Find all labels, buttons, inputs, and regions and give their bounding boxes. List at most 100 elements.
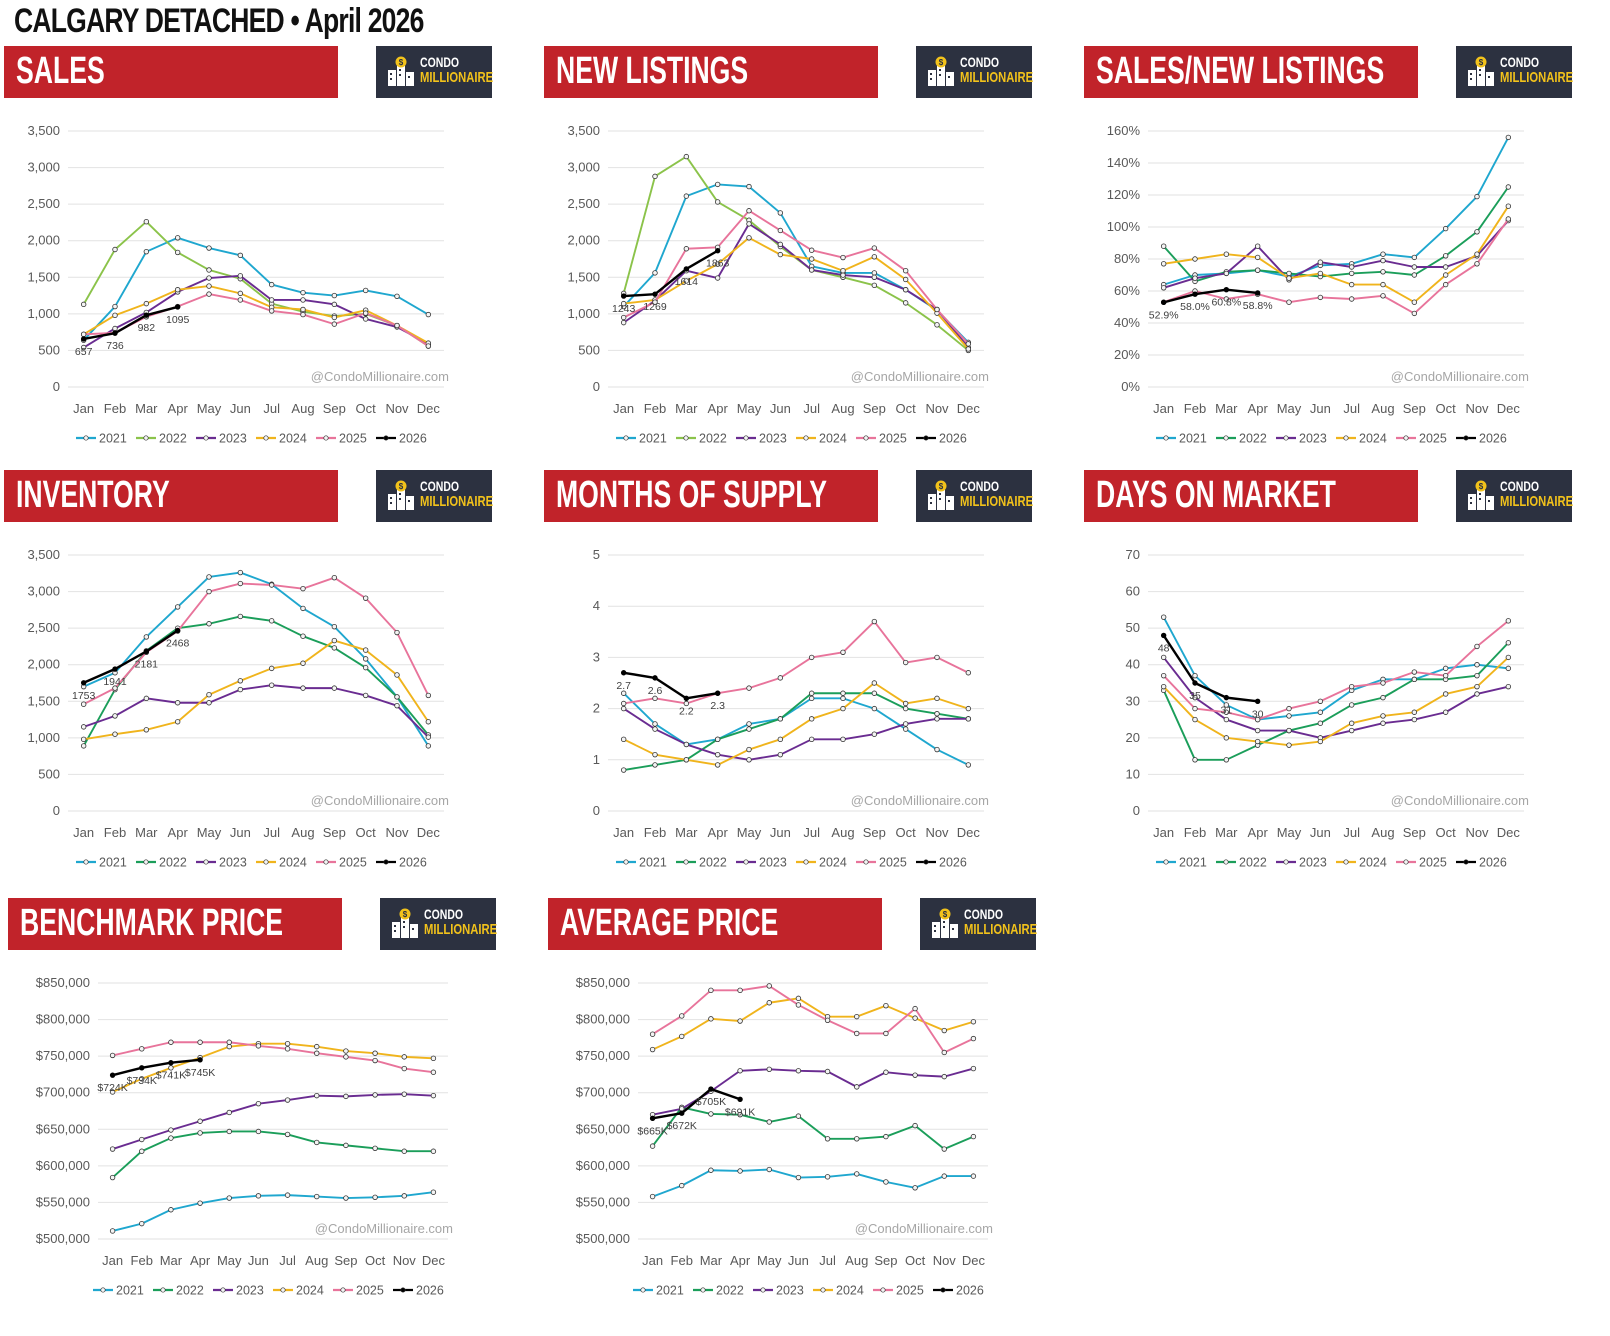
data-point-2023	[871, 274, 878, 280]
buildings-icon: $	[388, 56, 414, 86]
data-point-2025	[1411, 669, 1418, 675]
data-point-2025	[1505, 618, 1512, 624]
data-point-2025	[620, 700, 627, 707]
data-point-2025	[840, 649, 846, 655]
data-point-2024	[343, 1048, 349, 1054]
legend-label-2023: 2023	[776, 1284, 804, 1298]
y-tick-label: 1,000	[27, 730, 60, 745]
data-point-2026	[1160, 632, 1167, 639]
data-point-2025	[1160, 672, 1167, 679]
legend-label-2025: 2025	[879, 432, 907, 446]
y-tick-label: 3,500	[27, 547, 60, 562]
x-tick-label: Sep	[323, 401, 346, 416]
x-tick-label: Jul	[279, 1253, 296, 1268]
panel-sales: SALES $ CONDO MILLIONAIRE 0 500 1,000 1,500 2,00…	[4, 46, 544, 476]
data-point-2025	[1348, 683, 1355, 690]
data-label: 1941	[103, 676, 127, 688]
data-point-2024	[840, 705, 846, 712]
x-tick-label: Jan	[102, 1253, 123, 1268]
data-label: 30	[1252, 708, 1264, 720]
legend-marker	[1223, 859, 1229, 865]
data-point-2024	[300, 306, 306, 313]
data-point-2022	[871, 690, 878, 696]
data-point-2024	[965, 346, 972, 352]
brand-line2: MILLIONAIRE	[420, 493, 494, 510]
data-point-2023	[80, 724, 87, 730]
legend-marker	[143, 435, 149, 441]
panel-days-on-market: DAYS ON MARKET $ CONDO MILLIONAIRE 0 10 20 30 40…	[1084, 470, 1610, 900]
legend-marker	[820, 1287, 826, 1293]
y-tick-label: $750,000	[36, 1048, 90, 1063]
y-tick-label: 100%	[1107, 219, 1141, 234]
data-point-2022	[737, 1111, 743, 1118]
x-tick-label: Sep	[863, 825, 886, 840]
legend-label-2023: 2023	[219, 432, 247, 446]
x-tick-label: May	[197, 825, 222, 840]
legend-marker	[863, 435, 869, 441]
data-point-2025	[683, 246, 690, 252]
svg-text:$: $	[943, 910, 948, 919]
data-point-2025	[268, 582, 275, 588]
x-tick-label: Oct	[1436, 401, 1457, 416]
brand-logo: $ CONDO MILLIONAIRE	[916, 46, 1033, 98]
legend-label-2026: 2026	[399, 432, 427, 446]
data-point-2024	[1317, 738, 1324, 745]
data-point-2022	[1505, 184, 1512, 190]
data-point-2022	[237, 613, 244, 620]
data-point-2022	[226, 1128, 232, 1135]
series-line-2025	[652, 984, 974, 1054]
data-label: 657	[75, 346, 93, 358]
data-point-2021	[168, 1207, 174, 1213]
data-point-2025	[314, 1050, 320, 1056]
legend-marker	[623, 859, 629, 865]
data-point-2023	[112, 713, 118, 719]
data-point-2022	[112, 246, 118, 253]
data-point-2023	[746, 757, 752, 763]
y-tick-label: 10	[1126, 766, 1140, 781]
y-tick-label: 1,000	[567, 306, 600, 321]
y-tick-label: 60	[1126, 584, 1140, 599]
legend-marker	[683, 859, 689, 865]
legend-label-2026: 2026	[1479, 432, 1507, 446]
data-point-2025	[795, 1002, 802, 1008]
data-point-2022	[80, 301, 87, 308]
data-point-2024	[1442, 272, 1449, 278]
data-point-2025	[268, 308, 275, 314]
data-point-2025	[854, 1030, 860, 1037]
data-point-2022	[362, 664, 369, 671]
data-point-2026	[1223, 694, 1230, 701]
legend-marker	[880, 1287, 886, 1293]
series-line-2025	[623, 209, 970, 345]
data-point-2021	[174, 604, 181, 610]
data-point-2021	[941, 1173, 947, 1179]
x-tick-label: Feb	[644, 825, 666, 840]
data-point-2021	[679, 1182, 685, 1189]
data-point-2022	[708, 1111, 714, 1117]
legend-marker	[400, 1287, 406, 1293]
data-point-2021	[1505, 665, 1512, 672]
data-point-2024	[902, 276, 909, 283]
y-tick-label: 500	[38, 766, 60, 781]
y-tick-label: $700,000	[576, 1085, 630, 1100]
x-tick-label: Mar	[160, 1253, 183, 1268]
panel-title: AVERAGE PRICE	[560, 902, 779, 944]
legend-marker	[323, 859, 329, 865]
y-tick-label: 500	[578, 342, 600, 357]
legend-marker	[1463, 435, 1469, 441]
data-point-2023	[737, 1068, 743, 1074]
data-point-2023	[1160, 654, 1167, 661]
series-line-2022	[651, 1106, 974, 1150]
data-point-2023	[746, 221, 752, 227]
x-tick-label: Nov	[385, 825, 409, 840]
data-point-2024	[1223, 735, 1230, 741]
y-tick-label: $550,000	[576, 1194, 630, 1209]
data-point-2026	[174, 627, 181, 634]
data-point-2022	[1223, 757, 1230, 763]
brand-line2: MILLIONAIRE	[964, 921, 1038, 938]
data-point-2025	[808, 654, 815, 661]
series-line-2023	[112, 1093, 434, 1150]
data-point-2022	[314, 1139, 320, 1146]
x-tick-label: Oct	[356, 825, 377, 840]
legend-marker	[323, 435, 329, 441]
data-point-2021	[965, 762, 972, 768]
